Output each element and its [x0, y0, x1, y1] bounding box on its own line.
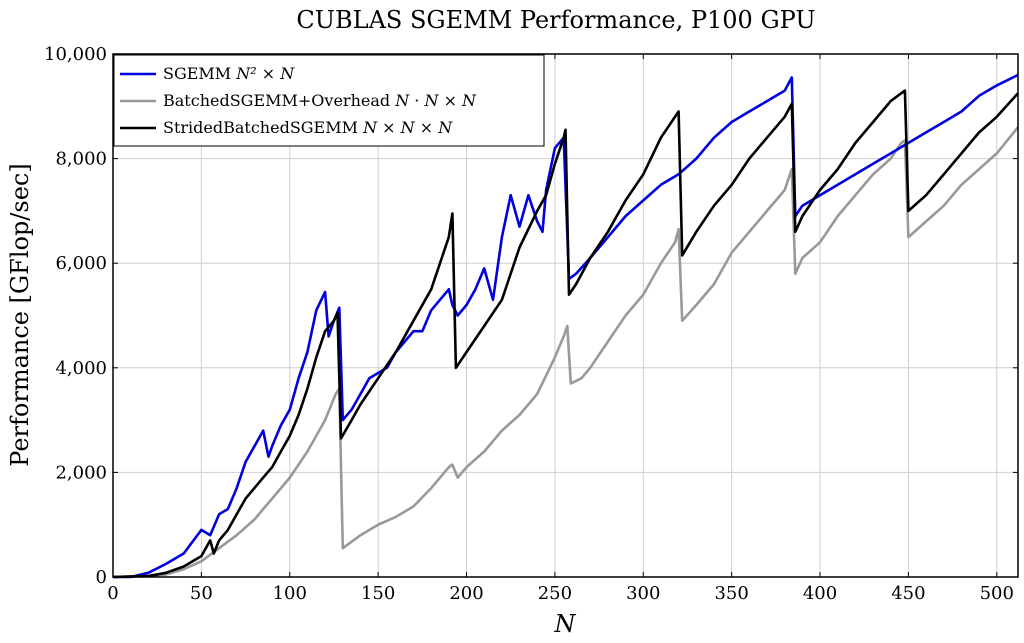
y-axis-label: Performance [GFlop/sec] [6, 163, 34, 466]
x-tick-label: 300 [626, 583, 660, 604]
x-tick-label: 100 [273, 583, 307, 604]
y-tick-label: 0 [96, 567, 107, 588]
legend: SGEMM N² × N BatchedSGEMM+Overhead N · N … [113, 54, 545, 147]
x-tick-label: 450 [891, 583, 925, 604]
legend-entry-label: SGEMM N² × N [163, 64, 295, 83]
x-tick-label: 350 [714, 583, 748, 604]
series-lines [112, 73, 1020, 579]
y-tick-label: 6,000 [55, 253, 107, 274]
series-line-2 [112, 89, 1019, 579]
legend-entry-label: StridedBatchedSGEMM N × N × N [163, 118, 453, 137]
y-tick-label: 4,000 [55, 358, 107, 379]
y-tick-label: 8,000 [55, 149, 107, 170]
x-tick-label: 0 [107, 583, 118, 604]
x-tick-label: 200 [449, 583, 483, 604]
legend-entry-label: BatchedSGEMM+Overhead N · N × N [163, 91, 477, 110]
y-tick-label: 10,000 [44, 44, 107, 65]
x-tick-label: 150 [361, 583, 395, 604]
x-axis-label: N [554, 610, 577, 638]
x-tick-label: 250 [538, 583, 572, 604]
x-tick-label: 50 [190, 583, 213, 604]
x-tick-label: 400 [803, 583, 837, 604]
legend-box [113, 54, 545, 147]
y-tick-label: 2,000 [55, 462, 107, 483]
axis-ticks: 0 50 100 150 200 250 300 350 400 450 500 0 2,000 4,00… [44, 44, 1018, 604]
chart-title: CUBLAS SGEMM Performance, P100 GPU [296, 6, 815, 34]
plot-frame [112, 53, 1019, 578]
series-line-1 [112, 126, 1020, 579]
x-tick-label: 500 [980, 583, 1014, 604]
